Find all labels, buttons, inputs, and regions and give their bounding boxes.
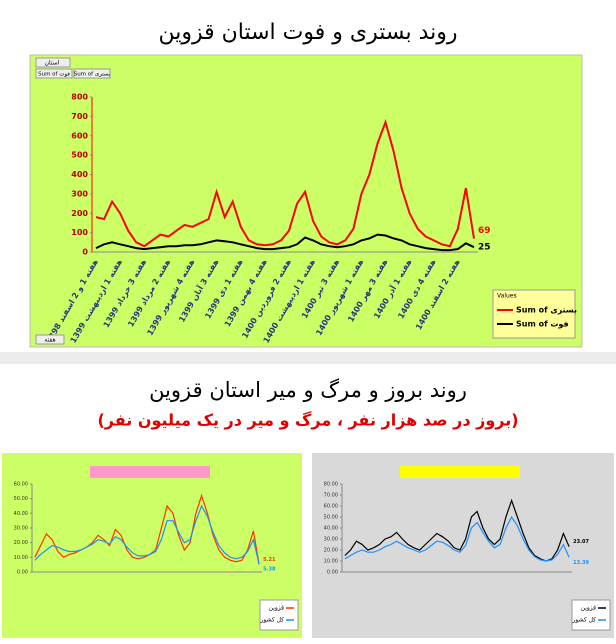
legend-box xyxy=(492,289,576,339)
filter-label: استان xyxy=(45,60,60,67)
data-label: 13.39 xyxy=(573,560,589,566)
series-line xyxy=(344,515,570,562)
y-tick-label: 400 xyxy=(71,170,88,179)
series-line xyxy=(95,118,475,248)
legend-label: قزوین xyxy=(581,605,596,612)
y-tick-label: 300 xyxy=(71,189,88,198)
legend-label: کل کشور xyxy=(259,617,284,624)
y-tick-label: 0 xyxy=(82,248,88,257)
field-button-label: Sum of فوت xyxy=(38,72,70,78)
y-tick-label: 80.00 xyxy=(324,482,338,488)
y-tick-label: 70.00 xyxy=(324,493,338,499)
y-tick-label: 0.00 xyxy=(17,570,28,576)
chart-panel xyxy=(2,453,302,638)
title: روند بستری و فوت استان قزوین xyxy=(158,20,457,45)
y-tick-label: 40.00 xyxy=(324,526,338,532)
legend-label: Sum of بستری xyxy=(516,306,577,315)
y-tick-label: 30.00 xyxy=(14,526,28,532)
y-tick-label: 40.00 xyxy=(14,511,28,517)
y-tick-label: 60.00 xyxy=(324,504,338,510)
y-tick-label: 200 xyxy=(71,209,88,218)
series-line xyxy=(95,233,475,252)
legend-box xyxy=(259,599,299,631)
y-tick-label: 10.00 xyxy=(324,559,338,565)
y-tick-label: 100 xyxy=(71,228,88,237)
y-tick-label: 50.00 xyxy=(324,515,338,521)
series-line xyxy=(344,498,570,562)
chart-banner xyxy=(90,466,210,478)
y-tick-label: 500 xyxy=(71,151,88,160)
y-tick-label: 700 xyxy=(71,112,88,121)
chart-panel xyxy=(29,54,583,348)
y-tick-label: 10.00 xyxy=(14,555,28,561)
y-tick-label: 30.00 xyxy=(324,537,338,543)
legend-label: کل کشور xyxy=(571,617,596,624)
data-label: 5.38 xyxy=(263,567,276,573)
field-button[interactable] xyxy=(35,68,73,79)
y-tick-label: 800 xyxy=(71,93,88,102)
filter-button[interactable] xyxy=(35,57,71,68)
series-line xyxy=(34,504,260,565)
section-title: روند بروز و مرگ و میر استان قزوین xyxy=(149,378,467,402)
data-label: 5.21 xyxy=(263,557,276,563)
axis-button-label: هفته xyxy=(44,337,55,344)
divider xyxy=(0,352,616,364)
y-tick-label: 0.00 xyxy=(327,570,338,576)
axis-button[interactable] xyxy=(35,334,65,345)
data-label: 25 xyxy=(478,243,491,253)
field-button[interactable] xyxy=(73,68,111,79)
y-tick-label: 60.00 xyxy=(14,482,28,488)
chart-banner xyxy=(400,466,520,478)
section-subtitle: (بروز در صد هزار نفر ، مرگ و میر در یک م… xyxy=(97,411,518,430)
data-label: 69 xyxy=(478,226,491,236)
y-tick-label: 50.00 xyxy=(14,496,28,502)
y-tick-label: 20.00 xyxy=(14,540,28,546)
data-label: 23.07 xyxy=(573,539,589,545)
legend-title: Values xyxy=(497,293,517,300)
legend-box xyxy=(571,599,611,631)
y-tick-label: 20.00 xyxy=(324,548,338,554)
legend-label: Sum of فوت xyxy=(516,320,569,329)
y-tick-label: 600 xyxy=(71,131,88,140)
field-button-label: Sum of بستری xyxy=(74,72,111,78)
series-line xyxy=(34,493,260,565)
legend-label: قزوین xyxy=(269,605,284,612)
